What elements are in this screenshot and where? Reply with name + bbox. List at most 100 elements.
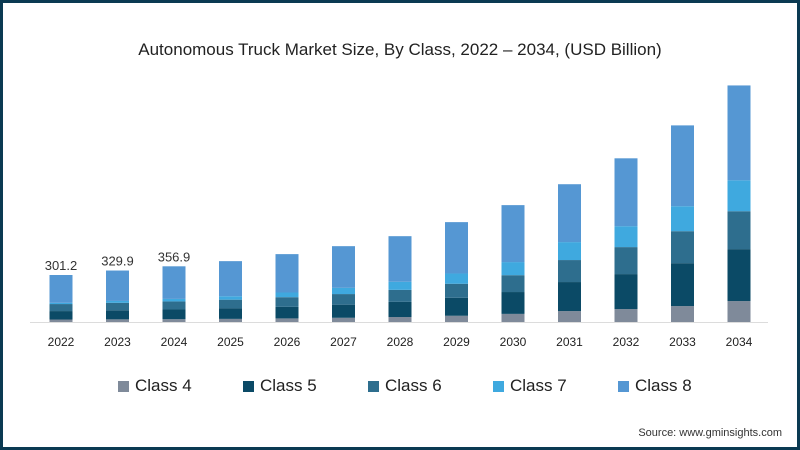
bar-segment-class-5-2022 [49, 311, 73, 320]
bar-segment-class-8-2029 [445, 222, 468, 274]
legend-item: Class 7 [493, 376, 618, 396]
bar-segment-class-8-2031 [558, 184, 581, 243]
bar-segment-class-7-2022 [49, 302, 73, 305]
x-tick-label: 2023 [104, 335, 131, 349]
bar-segment-class-8-2023 [106, 270, 129, 301]
chart-title: Autonomous Truck Market Size, By Class, … [138, 40, 662, 59]
bar-segment-class-7-2029 [445, 273, 468, 284]
bar-segment-class-6-2029 [445, 283, 468, 298]
bar-segment-class-7-2032 [614, 226, 638, 248]
bar-segment-class-5-2032 [614, 274, 638, 310]
bar-segment-class-7-2033 [671, 206, 694, 232]
bar-segment-class-4-2034 [727, 301, 751, 322]
bar-segment-class-4-2033 [671, 306, 694, 322]
bar-segment-class-6-2030 [501, 275, 525, 293]
bar-segment-class-6-2034 [727, 211, 751, 250]
x-tick-label: 2031 [556, 335, 583, 349]
source-text: Source: www.gminsights.com [638, 427, 782, 439]
bar-segment-class-4-2024 [162, 319, 186, 322]
bar-segment-class-4-2023 [106, 319, 129, 322]
bar-segment-class-7-2027 [332, 287, 355, 295]
bar-segment-class-6-2028 [388, 289, 412, 302]
x-tick-label: 2033 [669, 335, 696, 349]
bar-segment-class-5-2024 [162, 309, 186, 320]
legend: Class 4 Class 5 Class 6 Class 7 Class 8 [118, 376, 743, 396]
x-tick-label: 2029 [443, 335, 470, 349]
data-label: 301.2 [45, 258, 78, 273]
x-tick-label: 2032 [613, 335, 640, 349]
x-tick-label: 2027 [330, 335, 357, 349]
bar-segment-class-7-2023 [106, 300, 129, 303]
bar-segment-class-6-2025 [219, 299, 242, 309]
legend-swatch [243, 380, 254, 392]
x-tick-label: 2022 [48, 335, 75, 349]
bar-segment-class-6-2023 [106, 302, 129, 311]
bar-segment-class-8-2022 [49, 275, 73, 303]
legend-label: Class 4 [135, 376, 192, 395]
x-tick-label: 2025 [217, 335, 244, 349]
x-tick-label: 2024 [161, 335, 188, 349]
bar-segment-class-8-2024 [162, 266, 186, 299]
bar-segment-class-6-2031 [558, 260, 581, 283]
bar-segment-class-5-2034 [727, 249, 751, 302]
bar-segment-class-8-2032 [614, 158, 638, 227]
bar-segment-class-7-2028 [388, 281, 412, 290]
x-tick-label: 2030 [500, 335, 527, 349]
bar-segment-class-5-2033 [671, 263, 694, 307]
bar-segment-class-6-2022 [49, 304, 73, 312]
bar-segment-class-5-2030 [501, 292, 525, 314]
legend-item: Class 5 [243, 376, 368, 396]
bar-segment-class-6-2032 [614, 247, 638, 275]
x-tick-label: 2028 [387, 335, 414, 349]
legend-label: Class 5 [260, 376, 317, 395]
bar-segment-class-4-2030 [501, 313, 525, 322]
x-tick-label: 2026 [274, 335, 301, 349]
legend-swatch [618, 380, 629, 392]
bar-segment-class-5-2023 [106, 310, 129, 320]
bar-segment-class-5-2027 [332, 304, 355, 318]
data-label: 356.9 [158, 249, 191, 264]
bar-segment-class-8-2026 [275, 254, 299, 293]
bar-segment-class-4-2029 [445, 315, 468, 322]
bar-segment-class-6-2024 [162, 301, 186, 310]
bar-segment-class-5-2031 [558, 282, 581, 312]
bar-segment-class-5-2025 [219, 308, 242, 319]
bar-segment-class-6-2033 [671, 231, 694, 264]
bar-segment-class-4-2027 [332, 317, 355, 322]
bar-segment-class-6-2027 [332, 294, 355, 305]
bar-segment-class-5-2026 [275, 306, 299, 319]
bar-segment-class-8-2028 [388, 236, 412, 282]
bar-segment-class-5-2028 [388, 301, 412, 318]
bar-segment-class-7-2034 [727, 180, 751, 212]
bar-segment-class-7-2024 [162, 298, 186, 302]
bar-segment-class-5-2029 [445, 297, 468, 316]
bar-segment-class-4-2032 [614, 309, 638, 322]
bar-segment-class-7-2026 [275, 292, 299, 298]
legend-swatch [493, 380, 504, 392]
bar-segment-class-8-2034 [727, 85, 751, 181]
bar-segment-class-8-2033 [671, 125, 694, 207]
legend-swatch [368, 380, 379, 392]
legend-item: Class 4 [118, 376, 243, 396]
bar-segment-class-6-2026 [275, 297, 299, 307]
legend-label: Class 6 [385, 376, 442, 395]
bar-segment-class-4-2031 [558, 311, 581, 322]
legend-swatch [118, 380, 129, 392]
legend-item: Class 8 [618, 376, 743, 396]
bar-segment-class-7-2031 [558, 242, 581, 261]
bar-segment-class-8-2025 [219, 261, 242, 297]
bar-segment-class-8-2027 [332, 246, 355, 288]
bar-segment-class-4-2026 [275, 318, 299, 322]
bar-segment-class-4-2022 [49, 319, 73, 322]
data-label: 329.9 [101, 254, 134, 269]
bar-segment-class-7-2030 [501, 262, 525, 276]
x-tick-label: 2034 [726, 335, 753, 349]
legend-label: Class 7 [510, 376, 567, 395]
legend-item: Class 6 [368, 376, 493, 396]
bar-segment-class-4-2028 [388, 317, 412, 322]
legend-label: Class 8 [635, 376, 692, 395]
bar-segment-class-4-2025 [219, 318, 242, 322]
bar-segment-class-8-2030 [501, 205, 525, 263]
